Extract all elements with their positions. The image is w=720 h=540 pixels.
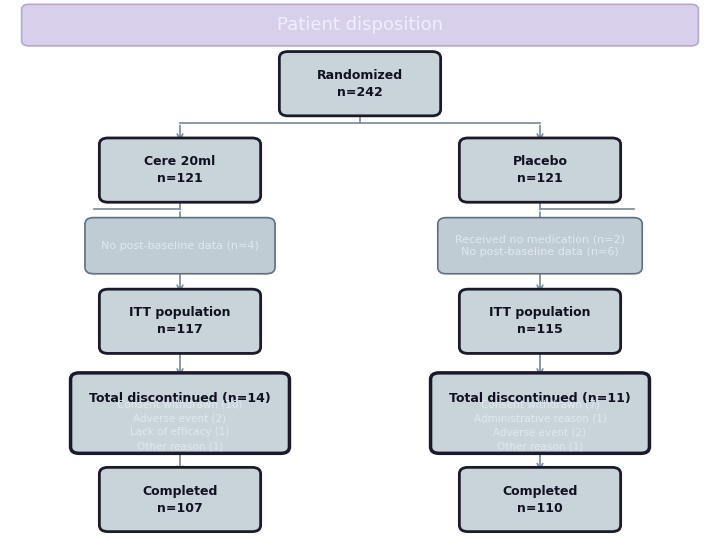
Text: Total discontinued (n=14): Total discontinued (n=14) (89, 392, 271, 405)
FancyBboxPatch shape (71, 373, 289, 454)
FancyBboxPatch shape (459, 467, 621, 531)
FancyBboxPatch shape (99, 138, 261, 202)
Text: Consent withdrawn (7)
Administrative reason (1)
Adverse event (2)
Other reason (: Consent withdrawn (7) Administrative rea… (474, 399, 606, 451)
FancyBboxPatch shape (279, 51, 441, 116)
Text: Received no medication (n=2)
No post-baseline data (n=6): Received no medication (n=2) No post-bas… (455, 234, 625, 257)
FancyBboxPatch shape (438, 218, 642, 274)
Text: Placebo
n=121: Placebo n=121 (513, 155, 567, 185)
Text: Completed
n=107: Completed n=107 (143, 484, 217, 515)
FancyBboxPatch shape (22, 4, 698, 46)
FancyBboxPatch shape (99, 289, 261, 353)
Text: No post-baseline data (n=4): No post-baseline data (n=4) (101, 241, 259, 251)
Text: Consent withdrawn (10)
Adverse event (2)
Lack of efficacy (1)
Other reason (1): Consent withdrawn (10) Adverse event (2)… (117, 399, 243, 451)
FancyBboxPatch shape (85, 218, 275, 274)
FancyBboxPatch shape (431, 373, 649, 454)
Text: Completed
n=110: Completed n=110 (503, 484, 577, 515)
Text: Patient disposition: Patient disposition (277, 16, 443, 35)
Text: Randomized
n=242: Randomized n=242 (317, 69, 403, 99)
Text: ITT population
n=117: ITT population n=117 (130, 306, 230, 336)
FancyBboxPatch shape (99, 467, 261, 531)
FancyBboxPatch shape (459, 289, 621, 353)
Text: Total discontinued (n=11): Total discontinued (n=11) (449, 392, 631, 405)
FancyBboxPatch shape (459, 138, 621, 202)
Text: ITT population
n=115: ITT population n=115 (490, 306, 590, 336)
Text: Cere 20ml
n=121: Cere 20ml n=121 (145, 155, 215, 185)
